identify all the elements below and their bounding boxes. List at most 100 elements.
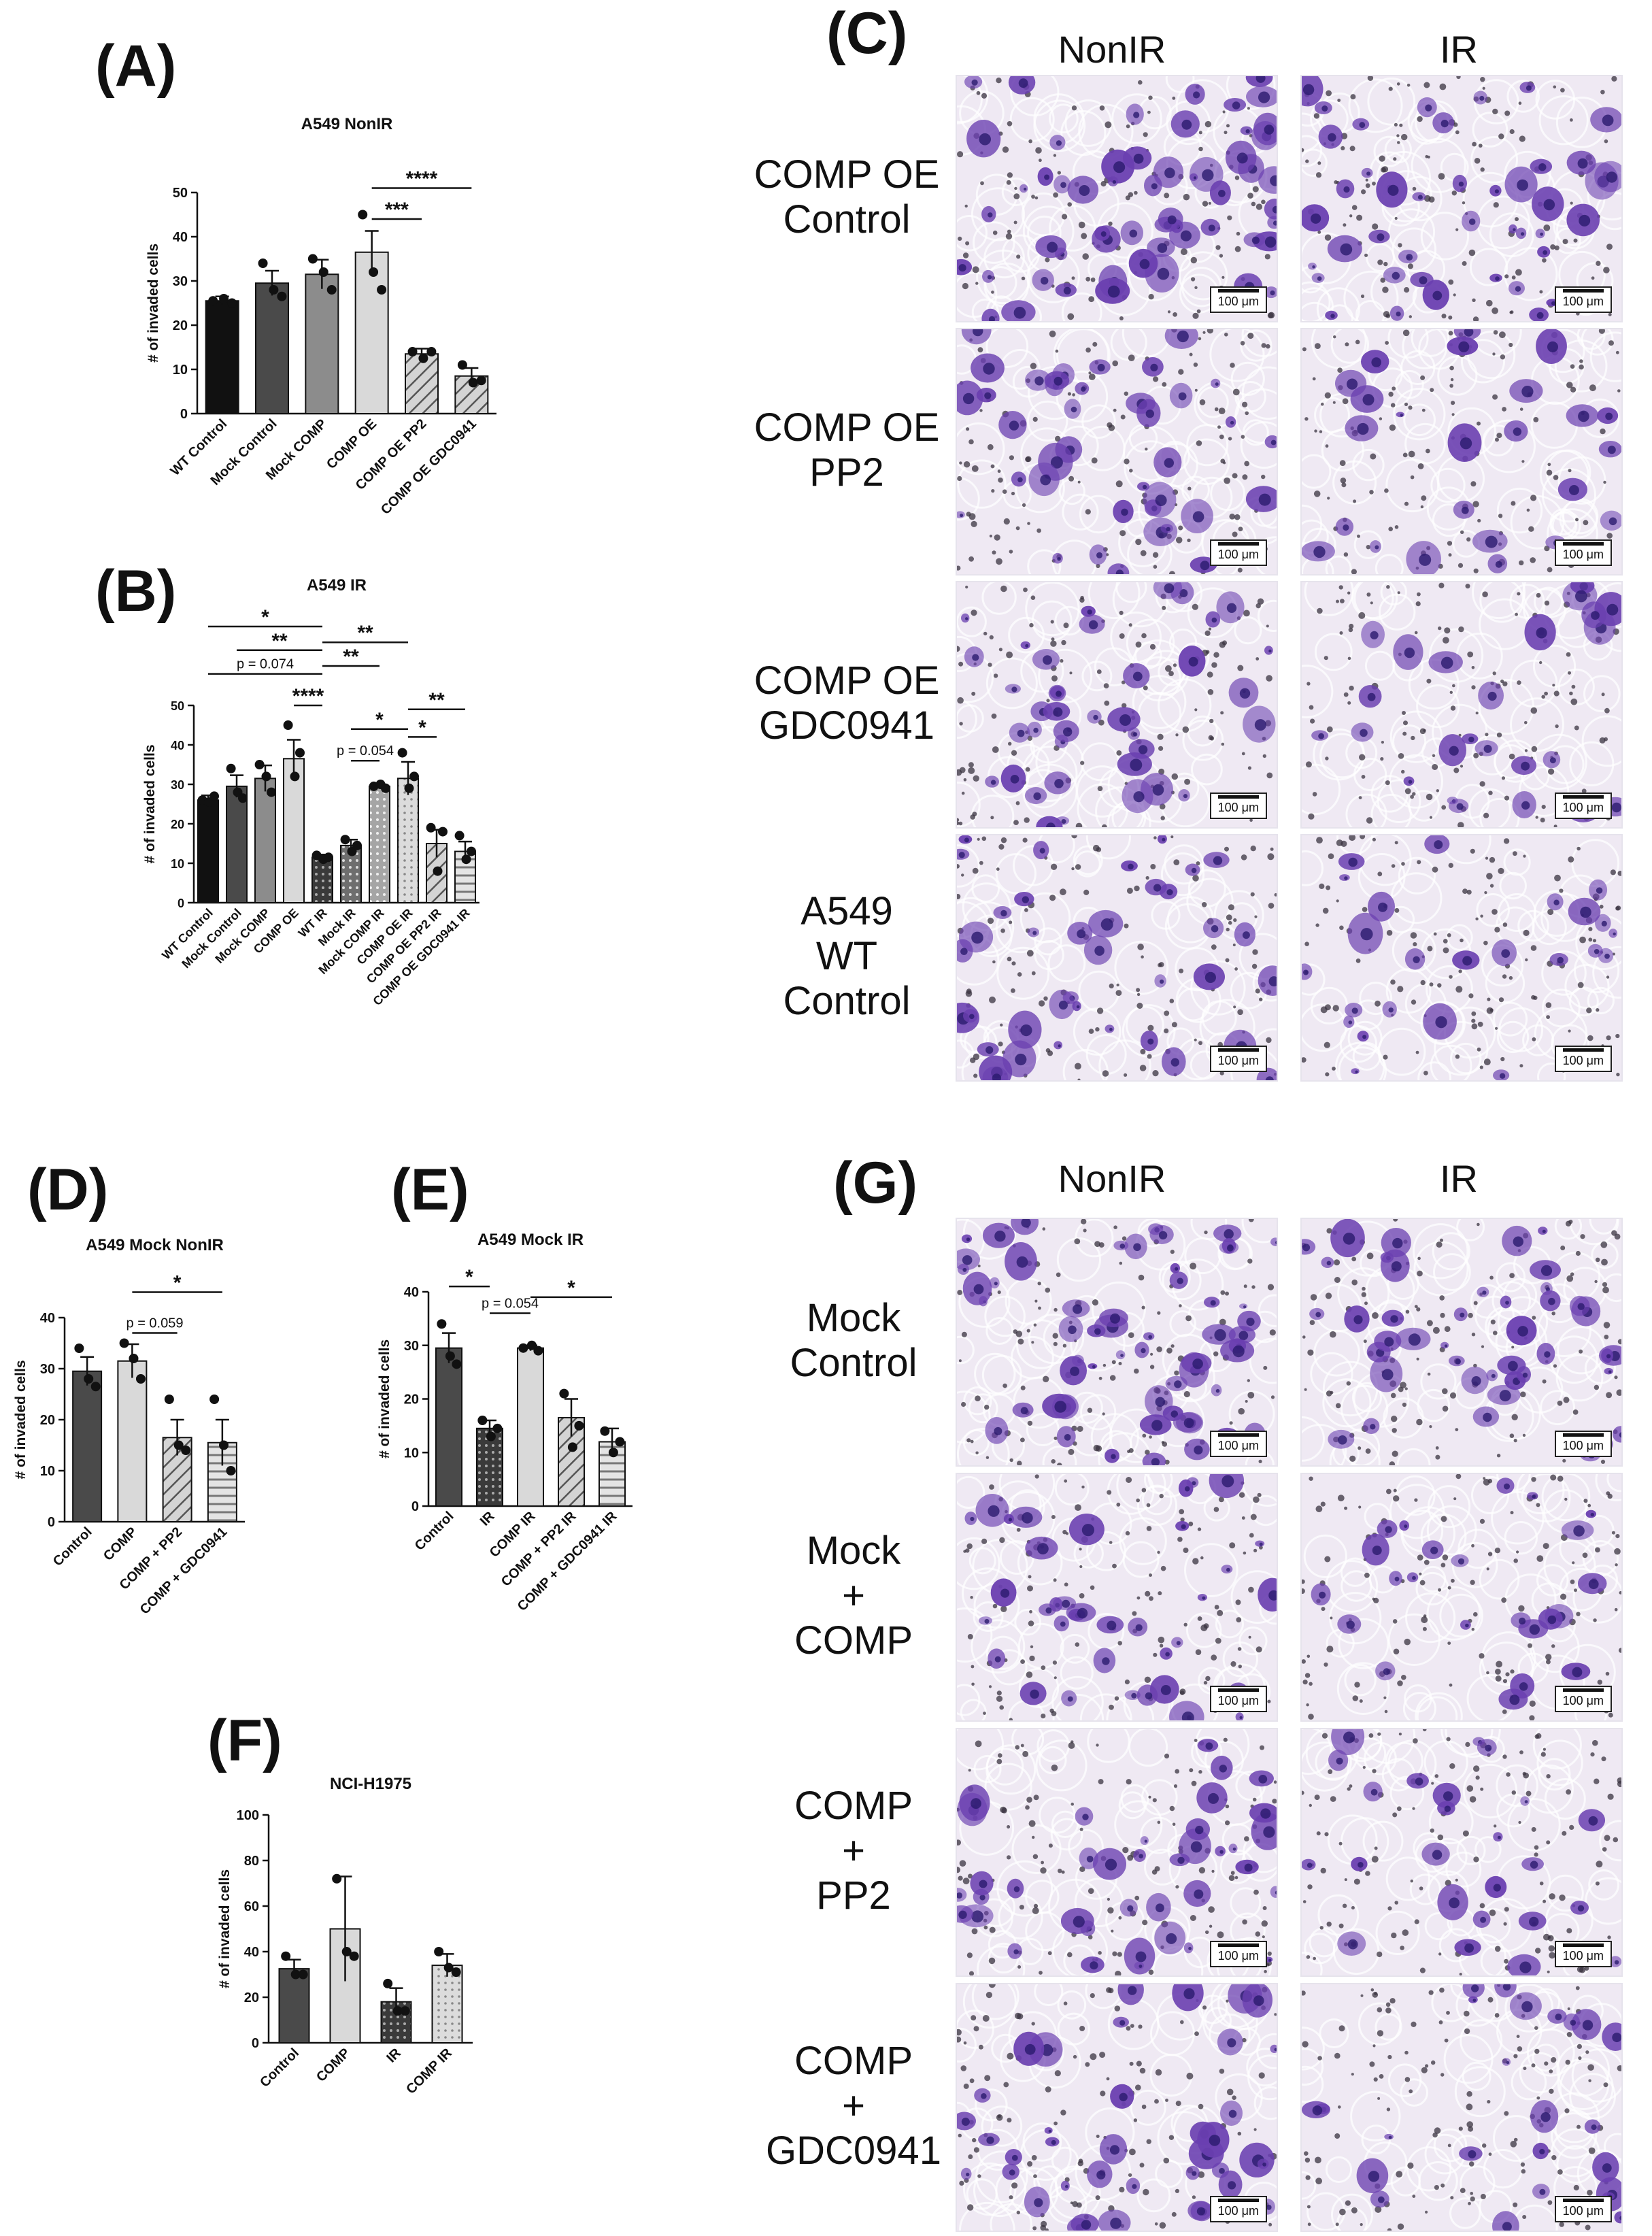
data-point xyxy=(409,771,419,782)
data-point xyxy=(477,1416,488,1425)
data-point xyxy=(254,760,265,769)
y-tick-label: 10 xyxy=(404,1446,419,1461)
y-tick-label: 20 xyxy=(171,818,184,831)
x-tick-label: Control xyxy=(412,1509,457,1554)
micrograph-image xyxy=(957,1984,1277,2231)
data-point xyxy=(352,840,362,850)
data-point xyxy=(574,1420,584,1431)
bar xyxy=(254,778,276,904)
data-point xyxy=(454,831,465,841)
data-point xyxy=(377,285,387,295)
data-point xyxy=(283,720,293,730)
row-label-line: PP2 xyxy=(809,450,884,495)
data-point xyxy=(84,1374,94,1384)
row-label: COMP + PP2 xyxy=(755,1784,952,1918)
y-tick-label: 0 xyxy=(252,2036,259,2051)
data-point xyxy=(468,378,478,388)
data-point xyxy=(400,2006,410,2016)
panel-letter-e: (E) xyxy=(391,1157,469,1222)
data-point xyxy=(218,1440,229,1450)
data-point xyxy=(407,347,418,356)
data-point xyxy=(295,748,305,758)
row-label-line: COMP xyxy=(794,2039,913,2083)
micrograph-image xyxy=(957,76,1277,321)
micrograph-tile: 100 μm xyxy=(956,1983,1278,2232)
row-label-line: COMP xyxy=(794,1618,913,1663)
row-label: COMP OE Control xyxy=(748,152,945,242)
scale-bar: 100 μm xyxy=(1209,539,1267,566)
scale-bar-label: 100 μm xyxy=(1562,1439,1604,1452)
data-point xyxy=(74,1344,84,1353)
y-tick-label: 30 xyxy=(404,1339,419,1354)
bar xyxy=(72,1370,103,1522)
y-tick-label: 40 xyxy=(171,739,184,752)
data-point xyxy=(443,1963,454,1973)
significance-label: * xyxy=(465,1266,473,1288)
micrograph-image xyxy=(1302,1474,1621,1720)
scale-bar: 100 μm xyxy=(1554,792,1612,819)
bar-chart-e: A549 Mock IR 0 10 20 30 40 # of invaded cells C… xyxy=(377,1231,633,1614)
scale-bar-label: 100 μm xyxy=(1217,548,1259,561)
col-label-c-nonir: NonIR xyxy=(1058,28,1166,71)
data-point xyxy=(135,1374,146,1384)
x-tick-label: COMP xyxy=(101,1524,140,1564)
y-tick-label: 20 xyxy=(404,1392,419,1407)
row-label-line: COMP OE xyxy=(754,405,940,450)
bar xyxy=(397,778,419,904)
significance-label: *** xyxy=(385,199,409,221)
micrograph-tile: 100 μm xyxy=(1300,1983,1623,2232)
data-point xyxy=(476,376,486,386)
data-point xyxy=(526,1340,537,1350)
data-point xyxy=(452,1359,462,1369)
significance-label: * xyxy=(418,716,426,739)
panel-letter-a: (A) xyxy=(95,33,177,99)
bar xyxy=(476,1427,503,1507)
row-label-line: Control xyxy=(790,1341,917,1385)
bar xyxy=(405,353,439,414)
micrograph-image xyxy=(957,1729,1277,1975)
scale-bar-label: 100 μm xyxy=(1562,2204,1604,2218)
scale-bar-label: 100 μm xyxy=(1562,1949,1604,1963)
significance-label: **** xyxy=(406,168,438,190)
row-label-line: + xyxy=(842,2084,865,2128)
panel-letter-c: (C) xyxy=(826,1,908,66)
scale-bar: 100 μm xyxy=(1554,539,1612,566)
data-point xyxy=(533,1346,543,1356)
data-point xyxy=(119,1338,129,1348)
row-label-line: Mock xyxy=(806,1296,901,1340)
data-point xyxy=(518,1343,528,1353)
bar-chart-d: A549 Mock NonIR 0 10 20 30 40 # of invaded cel… xyxy=(13,1236,245,1618)
data-point xyxy=(404,783,414,793)
row-label-line: Mock xyxy=(806,1529,901,1573)
chart-title: A549 Mock IR xyxy=(477,1231,584,1249)
data-point xyxy=(434,1947,444,1956)
y-tick-label: 10 xyxy=(173,363,188,378)
data-point xyxy=(326,285,337,295)
y-tick-label: 0 xyxy=(180,407,188,422)
y-axis-label: # of invaded cells xyxy=(13,1360,29,1479)
data-point xyxy=(269,285,279,295)
data-point xyxy=(567,1442,577,1452)
bar xyxy=(117,1360,148,1522)
micrograph-image xyxy=(957,835,1277,1080)
x-tick-label: COMP + GDC0941 xyxy=(137,1524,231,1618)
data-point xyxy=(341,1947,352,1956)
data-point xyxy=(258,258,268,268)
y-tick-label: 20 xyxy=(173,318,188,333)
scale-bar: 100 μm xyxy=(1554,2196,1612,2222)
col-label-c-ir: IR xyxy=(1440,28,1478,71)
scale-bar-label: 100 μm xyxy=(1217,801,1259,814)
scale-bar: 100 μm xyxy=(1209,1431,1267,1457)
y-tick-label: 20 xyxy=(244,1990,259,2005)
scale-bar-label: 100 μm xyxy=(1217,295,1259,308)
row-label: A549 WT Control xyxy=(748,889,945,1024)
y-tick-label: 50 xyxy=(173,186,188,201)
data-point xyxy=(277,291,287,301)
y-tick-label: 10 xyxy=(40,1464,55,1479)
scale-bar: 100 μm xyxy=(1209,1686,1267,1712)
significance-label: p = 0.054 xyxy=(337,744,394,758)
scale-bar-label: 100 μm xyxy=(1217,1694,1259,1707)
row-label-line: WT xyxy=(815,934,878,978)
row-label: COMP OE GDC0941 xyxy=(748,658,945,748)
